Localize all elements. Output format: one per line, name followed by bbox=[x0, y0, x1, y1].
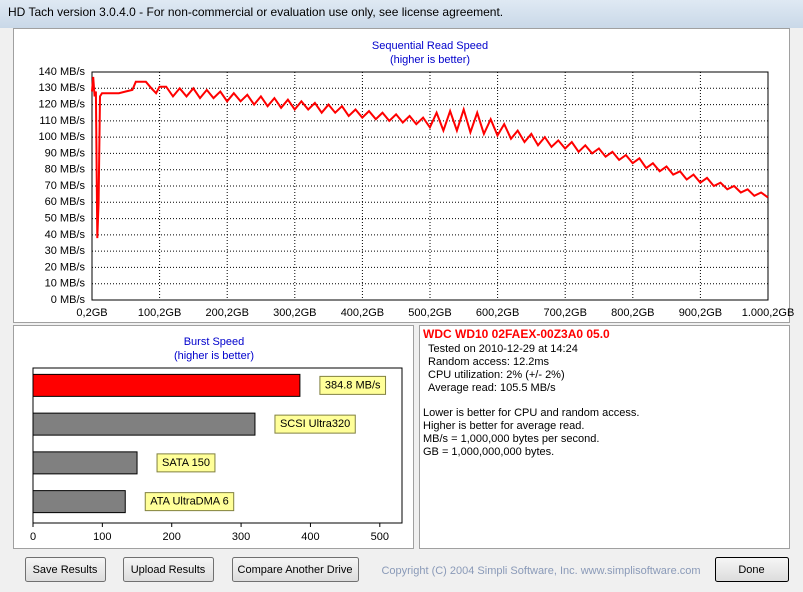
x-tick-label: 200,2GB bbox=[205, 307, 248, 319]
x-tick-label: 600,2GB bbox=[476, 307, 519, 319]
chart-subtitle: (higher is better) bbox=[174, 350, 254, 362]
y-tick-label: 60 MB/s bbox=[45, 196, 86, 208]
bar-label: SCSI Ultra320 bbox=[280, 418, 350, 430]
button[interactable] bbox=[123, 557, 214, 582]
read-line bbox=[91, 76, 769, 239]
info-note: MB/s = 1,000,000 bytes per second. bbox=[423, 433, 599, 445]
y-tick-label: 0 MB/s bbox=[51, 294, 86, 306]
x-tick-label: 1.000,2GB bbox=[742, 307, 795, 319]
chart-title: Burst Speed bbox=[184, 336, 245, 348]
button[interactable] bbox=[715, 557, 789, 582]
burst-bar bbox=[32, 451, 138, 475]
button-label[interactable]: Compare Another Drive bbox=[238, 564, 353, 576]
y-tick-label: 140 MB/s bbox=[39, 66, 86, 78]
info-line: Tested on 2010-12-29 at 14:24 bbox=[428, 343, 578, 355]
bar-label-box bbox=[274, 414, 356, 434]
info-panel bbox=[419, 325, 790, 549]
x-tick-label: 300,2GB bbox=[273, 307, 316, 319]
y-tick-label: 40 MB/s bbox=[45, 229, 86, 241]
x-tick-label: 100,2GB bbox=[138, 307, 181, 319]
window-title: HD Tach version 3.0.4.0 - For non-commer… bbox=[8, 5, 503, 19]
read-panel bbox=[13, 28, 790, 323]
button-label[interactable]: Done bbox=[738, 564, 764, 576]
info-note: GB = 1,000,000,000 bytes. bbox=[423, 446, 554, 458]
y-tick-label: 70 MB/s bbox=[45, 180, 86, 192]
y-tick-label: 50 MB/s bbox=[45, 212, 86, 224]
title-bar bbox=[0, 0, 803, 28]
chart-title: Sequential Read Speed bbox=[372, 40, 488, 52]
x-tick-label: 900,2GB bbox=[679, 307, 722, 319]
y-tick-label: 120 MB/s bbox=[39, 98, 86, 110]
button-label[interactable]: Save Results bbox=[33, 564, 98, 576]
y-tick-label: 80 MB/s bbox=[45, 164, 86, 176]
bar-label: SATA 150 bbox=[162, 457, 210, 469]
x-tick-label: 800,2GB bbox=[611, 307, 654, 319]
burst-bar bbox=[32, 373, 301, 397]
y-tick-label: 90 MB/s bbox=[45, 147, 86, 159]
y-tick-label: 100 MB/s bbox=[39, 131, 86, 143]
x-tick-label: 300 bbox=[232, 531, 250, 543]
bar-label: ATA UltraDMA 6 bbox=[150, 496, 228, 508]
y-tick-label: 130 MB/s bbox=[39, 82, 86, 94]
bar-label-box bbox=[144, 492, 235, 512]
y-tick-label: 20 MB/s bbox=[45, 261, 86, 273]
burst-bar bbox=[32, 490, 126, 514]
x-tick-label: 0 bbox=[30, 531, 36, 543]
button[interactable] bbox=[232, 557, 359, 582]
copyright: Copyright (C) 2004 Simpli Software, Inc.… bbox=[381, 565, 700, 577]
x-tick-label: 100 bbox=[93, 531, 111, 543]
x-tick-label: 700,2GB bbox=[543, 307, 586, 319]
info-line: Random access: 12.2ms bbox=[428, 356, 550, 368]
y-tick-label: 10 MB/s bbox=[45, 278, 86, 290]
info-note: Higher is better for average read. bbox=[423, 420, 584, 432]
plot-frame bbox=[32, 367, 403, 524]
burst-bar bbox=[32, 412, 256, 436]
button-label[interactable]: Upload Results bbox=[131, 564, 206, 576]
bar-label-box bbox=[156, 453, 216, 473]
plot-frame bbox=[91, 71, 769, 301]
y-tick-label: 30 MB/s bbox=[45, 245, 86, 257]
x-tick-label: 400 bbox=[301, 531, 319, 543]
button[interactable] bbox=[25, 557, 106, 582]
info-note: Lower is better for CPU and random acces… bbox=[423, 407, 639, 419]
x-tick-label: 200 bbox=[163, 531, 181, 543]
info-line: CPU utilization: 2% (+/- 2%) bbox=[428, 369, 565, 381]
x-tick-label: 400,2GB bbox=[341, 307, 384, 319]
y-tick-label: 110 MB/s bbox=[39, 115, 85, 127]
drive-title: WDC WD10 02FAEX-00Z3A0 05.0 bbox=[423, 327, 610, 341]
bar-label-box bbox=[319, 375, 387, 395]
x-tick-label: 500,2GB bbox=[408, 307, 451, 319]
bar-label: 384.8 MB/s bbox=[325, 379, 381, 391]
x-tick-label: 0,2GB bbox=[76, 307, 107, 319]
info-line: Average read: 105.5 MB/s bbox=[428, 382, 556, 394]
chart-subtitle: (higher is better) bbox=[390, 54, 470, 66]
x-tick-label: 500 bbox=[371, 531, 389, 543]
